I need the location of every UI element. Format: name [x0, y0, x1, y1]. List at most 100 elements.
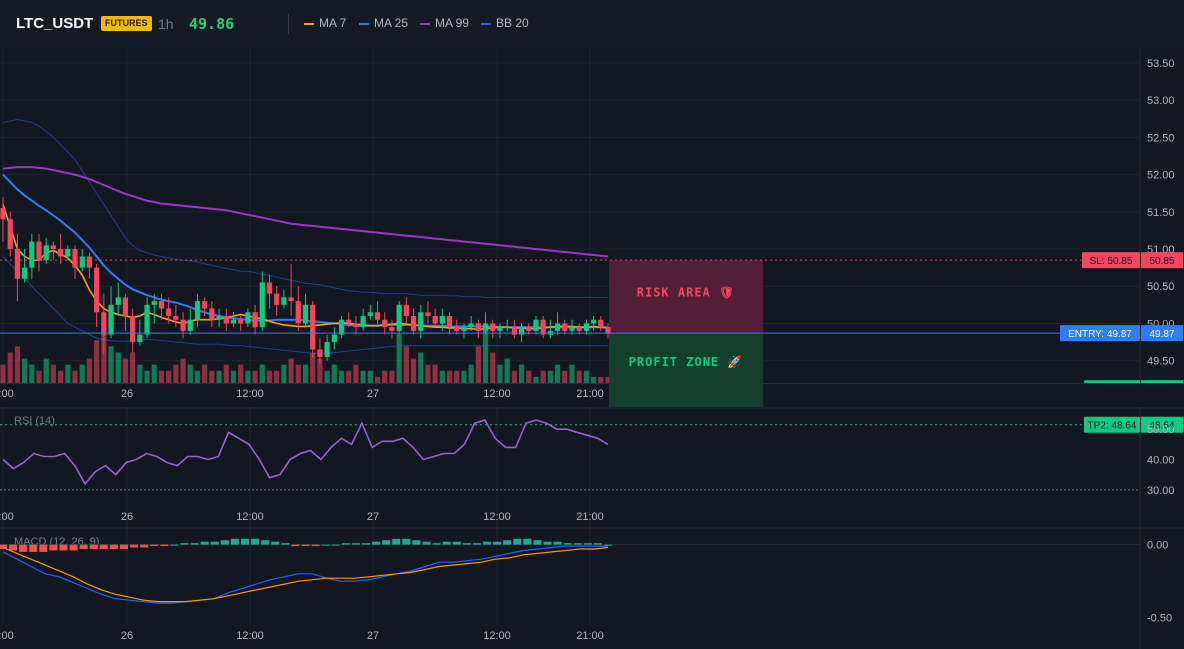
price-axis-tick: 52.00 — [1147, 170, 1175, 182]
candle-body — [562, 323, 568, 331]
volume-bar — [122, 358, 129, 383]
macd-histogram-bar — [220, 540, 229, 545]
legend-bb20[interactable]: BB 20 — [481, 16, 529, 30]
time-axis-label: 21:00 — [576, 511, 604, 523]
volume-bar — [353, 364, 359, 383]
macd-histogram-bar — [89, 544, 98, 549]
legend-ma25[interactable]: MA 25 — [359, 16, 408, 30]
volume-bar — [569, 364, 575, 383]
rsi-axis-tick: 50.00 — [1147, 424, 1175, 436]
volume-bar — [382, 370, 388, 383]
macd-histogram-bar — [372, 541, 381, 545]
price-axis-tick: 53.00 — [1147, 95, 1175, 107]
candle-body — [374, 312, 381, 320]
legend-bb20-label: BB 20 — [496, 16, 529, 30]
volume-bar — [86, 358, 93, 383]
macd-histogram-bar — [69, 544, 78, 551]
volume-bar — [194, 370, 201, 383]
candle-body — [403, 304, 409, 316]
volume-bar — [151, 364, 157, 383]
macd-histogram-bar — [99, 544, 108, 549]
time-axis-label: 27 — [367, 630, 379, 642]
macd-histogram-bar — [190, 543, 199, 545]
volume-bar — [137, 364, 143, 383]
candle-body — [144, 304, 150, 335]
candle-body — [310, 304, 316, 350]
macd-histogram-bar — [331, 544, 340, 546]
macd-histogram-bar — [281, 543, 290, 545]
bb20-swatch — [481, 22, 491, 25]
candle-body — [540, 319, 546, 335]
candle-body — [367, 312, 373, 316]
candle-body — [605, 327, 611, 334]
candle-body — [130, 316, 136, 343]
candle-body — [396, 304, 402, 331]
macd-histogram-bar — [482, 541, 492, 545]
volume-bar — [482, 328, 489, 383]
rsi-line — [2, 419, 609, 486]
candle-body — [259, 282, 265, 328]
volume-bar — [144, 370, 150, 383]
volume-bar — [295, 364, 301, 383]
volume-bar — [158, 370, 165, 383]
bb-upper-line — [2, 118, 608, 298]
macd-histogram-bar — [351, 543, 360, 545]
macd-histogram-bar — [130, 544, 139, 548]
volume-bar — [439, 370, 445, 383]
candle-body — [43, 245, 49, 261]
symbol-name[interactable]: LTC_USDT — [16, 15, 94, 32]
candle-body — [65, 249, 71, 257]
volume-bar — [403, 346, 409, 383]
level-tag-text: ENTRY: 49.87 — [1068, 329, 1132, 340]
volume-bar — [50, 364, 57, 383]
macd-histogram-bar — [603, 544, 613, 546]
level-tag — [1084, 416, 1140, 433]
timeframe-label[interactable]: 1h — [158, 16, 174, 32]
legend-ma99[interactable]: MA 99 — [420, 16, 469, 30]
time-axis-label: 2:00 — [0, 388, 14, 400]
volume-bar — [310, 352, 316, 383]
macd-histogram-bar — [503, 540, 512, 545]
volume-bar — [454, 370, 460, 383]
candle-body — [14, 249, 21, 279]
volume-bar — [425, 364, 431, 383]
volume-bar — [554, 364, 561, 383]
time-axis-label: 2:00 — [0, 630, 14, 642]
volume-bar — [598, 376, 604, 383]
legend-ma7[interactable]: MA 7 — [304, 16, 346, 30]
volume-bar — [590, 376, 597, 383]
macd-histogram-bar — [573, 543, 582, 545]
volume-bar — [526, 370, 532, 383]
macd-histogram-bar — [240, 538, 250, 545]
volume-bar — [14, 346, 21, 383]
candle-body — [590, 319, 597, 324]
volume-bar — [166, 370, 172, 383]
profit-zone-extension — [609, 384, 763, 407]
candle-body — [50, 245, 57, 249]
volume-bar — [475, 346, 481, 383]
candle-body — [0, 208, 6, 220]
volume-bar — [511, 370, 517, 383]
macd-histogram-bar — [563, 543, 572, 545]
macd-histogram-bar — [150, 544, 159, 547]
candle-body — [302, 304, 309, 324]
candle-body — [288, 297, 294, 302]
candle-body — [461, 327, 467, 331]
volume-bar — [29, 364, 35, 383]
macd-histogram-bar — [291, 544, 300, 547]
volume-bar — [266, 370, 273, 383]
volume-bar — [216, 370, 222, 383]
macd-line — [2, 545, 608, 604]
volume-bar — [576, 370, 582, 383]
candle-body — [324, 342, 330, 357]
volume-bar — [547, 370, 553, 383]
macd-histogram-bar — [341, 543, 350, 545]
volume-bar — [173, 364, 179, 383]
price-axis-tick: 53.50 — [1147, 58, 1175, 70]
candle-body — [173, 316, 179, 320]
level-price-box — [1141, 252, 1183, 269]
level-price-box — [1141, 325, 1183, 342]
macd-histogram-bar — [583, 543, 592, 545]
candle-body — [238, 319, 244, 324]
